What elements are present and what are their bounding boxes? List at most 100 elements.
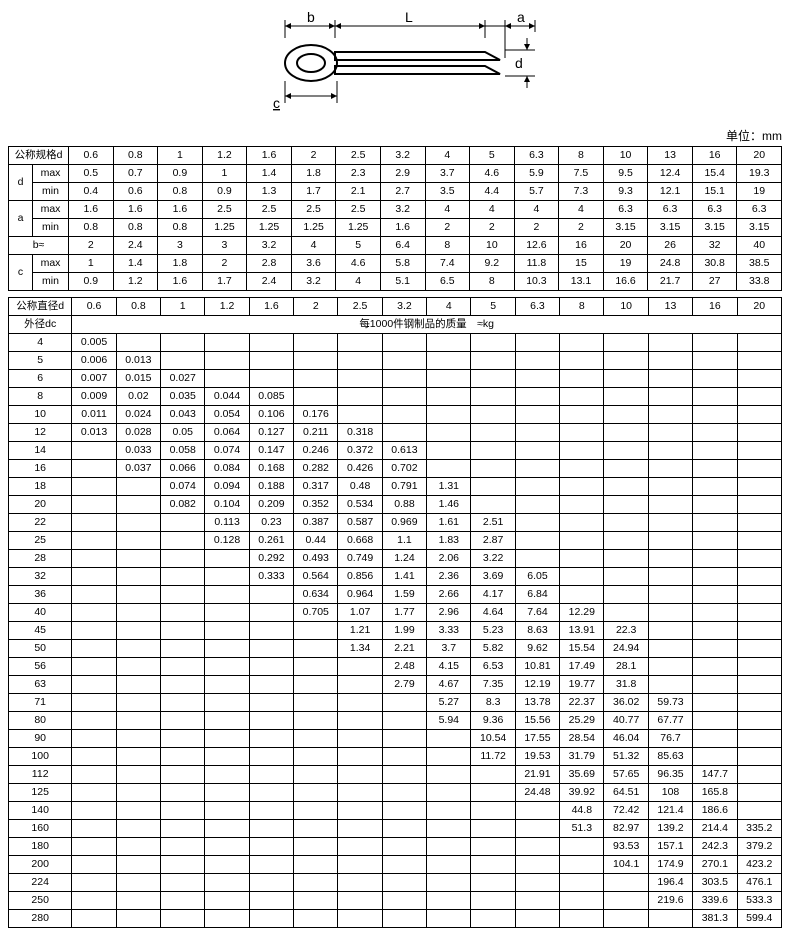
mass-cell bbox=[294, 334, 338, 352]
mass-cell bbox=[338, 712, 382, 730]
size-cell: 20 bbox=[737, 298, 781, 316]
mass-table: 公称直径d 0.6 0.8 1 1.2 1.6 2 2.5 3.2 4 5 6.… bbox=[8, 297, 782, 928]
mass-cell bbox=[427, 748, 471, 766]
mass-cell: 0.009 bbox=[72, 388, 116, 406]
mass-cell bbox=[737, 532, 781, 550]
mass-row: 14044.872.42121.4186.6 bbox=[9, 802, 782, 820]
mass-cell bbox=[737, 550, 781, 568]
mass-cell bbox=[338, 694, 382, 712]
mass-cell bbox=[161, 676, 205, 694]
mass-cell bbox=[116, 712, 160, 730]
mass-cell bbox=[471, 766, 515, 784]
mass-cell: 0.634 bbox=[294, 586, 338, 604]
mass-row: 360.6340.9641.592.664.176.84 bbox=[9, 586, 782, 604]
mass-cell: 1.61 bbox=[427, 514, 471, 532]
val: 33.8 bbox=[737, 273, 782, 291]
val: 4 bbox=[470, 201, 515, 219]
mass-cell: 5.94 bbox=[427, 712, 471, 730]
mass-cell bbox=[205, 550, 249, 568]
mass-cell: 0.011 bbox=[72, 406, 116, 424]
val: 2.4 bbox=[113, 237, 158, 255]
mass-cell: 0.127 bbox=[249, 424, 293, 442]
mass-cell bbox=[382, 370, 426, 388]
mass-cell bbox=[737, 604, 781, 622]
mass-cell bbox=[116, 334, 160, 352]
mass-row: 160.0370.0660.0840.1680.2820.4260.702 bbox=[9, 460, 782, 478]
mass-cell bbox=[737, 406, 781, 424]
mass-cell: 13.91 bbox=[560, 622, 604, 640]
val: 24.8 bbox=[648, 255, 693, 273]
val: 3.15 bbox=[737, 219, 782, 237]
val: 2.5 bbox=[336, 201, 381, 219]
mass-cell bbox=[382, 388, 426, 406]
val: 3.2 bbox=[247, 237, 292, 255]
val: 20 bbox=[603, 237, 648, 255]
val: 3.2 bbox=[380, 201, 425, 219]
val: 1.6 bbox=[69, 201, 114, 219]
val: 3.15 bbox=[603, 219, 648, 237]
mass-cell bbox=[560, 424, 604, 442]
mass-cell bbox=[693, 712, 737, 730]
dc-cell: 12 bbox=[9, 424, 72, 442]
size-cell: 1.6 bbox=[247, 147, 292, 165]
mass-cell: 8.3 bbox=[471, 694, 515, 712]
mass-cell: 51.3 bbox=[560, 820, 604, 838]
val: 1.25 bbox=[291, 219, 336, 237]
mass-cell: 165.8 bbox=[693, 784, 737, 802]
dc-cell: 20 bbox=[9, 496, 72, 514]
size-cell: 6.3 bbox=[514, 147, 559, 165]
b-label: b≈ bbox=[9, 237, 69, 255]
mass-cell bbox=[294, 856, 338, 874]
mass-cell: 0.02 bbox=[116, 388, 160, 406]
mass-cell bbox=[648, 658, 692, 676]
mass-cell: 0.856 bbox=[338, 568, 382, 586]
val: 30.8 bbox=[692, 255, 737, 273]
mass-cell bbox=[294, 910, 338, 928]
val: 7.3 bbox=[559, 183, 604, 201]
mass-cell bbox=[737, 352, 781, 370]
mass-cell bbox=[515, 874, 559, 892]
mass-cell bbox=[161, 766, 205, 784]
mass-cell: 0.333 bbox=[249, 568, 293, 586]
mass-cell bbox=[693, 424, 737, 442]
val: 1.6 bbox=[113, 201, 158, 219]
mass-cell bbox=[294, 766, 338, 784]
mass-cell bbox=[382, 712, 426, 730]
mass-cell: 0.085 bbox=[249, 388, 293, 406]
mass-cell bbox=[205, 568, 249, 586]
mass-cell bbox=[693, 640, 737, 658]
val: 1.25 bbox=[336, 219, 381, 237]
mass-cell bbox=[515, 550, 559, 568]
mass-row: 9010.5417.5528.5446.0476.7 bbox=[9, 730, 782, 748]
size-cell: 5 bbox=[470, 147, 515, 165]
mass-row: 400.7051.071.772.964.647.6412.29 bbox=[9, 604, 782, 622]
mass-cell bbox=[737, 370, 781, 388]
mass-cell bbox=[161, 856, 205, 874]
mass-cell bbox=[72, 604, 116, 622]
dc-cell: 16 bbox=[9, 460, 72, 478]
dc-cell: 280 bbox=[9, 910, 72, 928]
mass-cell bbox=[560, 334, 604, 352]
mass-cell bbox=[737, 478, 781, 496]
mass-cell bbox=[471, 496, 515, 514]
mass-cell bbox=[604, 532, 648, 550]
val: 4.6 bbox=[336, 255, 381, 273]
mass-cell: 0.564 bbox=[294, 568, 338, 586]
size-cell: 5 bbox=[471, 298, 515, 316]
mass-cell bbox=[161, 820, 205, 838]
mass-cell bbox=[72, 910, 116, 928]
a-min-row: min 0.80.80.81.251.251.251.251.622223.15… bbox=[9, 219, 782, 237]
val: 2 bbox=[425, 219, 470, 237]
val: 3 bbox=[158, 237, 203, 255]
dc-cell: 8 bbox=[9, 388, 72, 406]
mass-cell bbox=[72, 748, 116, 766]
mass-cell bbox=[72, 712, 116, 730]
mass-cell bbox=[294, 388, 338, 406]
size-cell: 20 bbox=[737, 147, 782, 165]
mass-cell bbox=[427, 370, 471, 388]
mass-cell bbox=[205, 370, 249, 388]
mass-cell bbox=[427, 784, 471, 802]
mass-cell: 28.54 bbox=[560, 730, 604, 748]
mass-cell: 24.94 bbox=[604, 640, 648, 658]
a-label: a bbox=[9, 201, 33, 237]
